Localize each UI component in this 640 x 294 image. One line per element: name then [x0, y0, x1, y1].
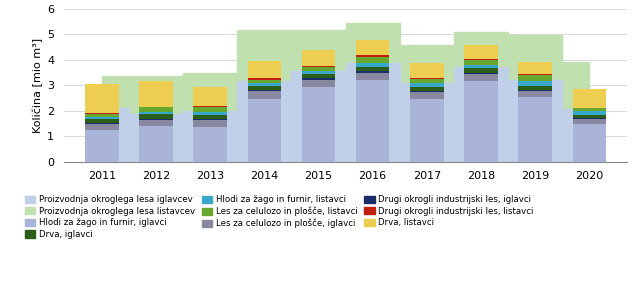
Bar — [518, 98, 552, 162]
Bar — [248, 78, 281, 80]
Bar — [518, 62, 552, 74]
Bar — [193, 86, 227, 106]
Bar — [140, 120, 173, 126]
Bar — [193, 126, 227, 162]
Bar — [410, 98, 444, 162]
Bar — [301, 87, 335, 162]
Bar — [573, 111, 606, 115]
Bar — [410, 78, 444, 79]
Bar — [193, 115, 227, 119]
Bar — [356, 40, 390, 56]
Bar — [356, 80, 390, 162]
Bar — [193, 112, 227, 115]
Bar — [301, 66, 335, 67]
Bar — [301, 67, 335, 71]
Bar — [464, 69, 498, 73]
Bar — [85, 117, 118, 119]
Bar — [193, 120, 227, 126]
Bar — [410, 83, 444, 86]
Bar — [248, 86, 281, 90]
Bar — [518, 91, 552, 98]
Bar — [356, 67, 390, 71]
Bar — [356, 57, 390, 63]
Bar — [410, 92, 444, 98]
Bar — [573, 108, 606, 111]
Bar — [140, 107, 173, 112]
Bar — [248, 61, 281, 78]
Bar — [410, 91, 444, 92]
Bar — [410, 86, 444, 91]
Bar — [248, 80, 281, 83]
Legend: Proizvodnja okroglega lesa iglavcev, Proizvodnja okroglega lesa listavcev, Hlodi: Proizvodnja okroglega lesa iglavcev, Pro… — [23, 193, 535, 241]
Bar — [356, 71, 390, 73]
Bar — [301, 80, 335, 87]
Bar — [193, 119, 227, 120]
Bar — [140, 81, 173, 107]
Bar — [518, 90, 552, 91]
Bar — [356, 56, 390, 57]
Bar — [464, 81, 498, 162]
Y-axis label: Količina [mio m³]: Količina [mio m³] — [33, 38, 43, 133]
Bar — [573, 119, 606, 124]
Bar — [140, 126, 173, 162]
Bar — [248, 98, 281, 162]
Bar — [518, 75, 552, 81]
Bar — [464, 65, 498, 69]
Bar — [85, 119, 118, 123]
Bar — [85, 123, 118, 124]
Bar — [193, 107, 227, 112]
Bar — [464, 74, 498, 81]
Bar — [356, 63, 390, 67]
Bar — [464, 73, 498, 74]
Bar — [518, 81, 552, 86]
Bar — [573, 124, 606, 162]
Bar — [140, 114, 173, 119]
Bar — [301, 74, 335, 78]
Bar — [140, 119, 173, 120]
Bar — [464, 59, 498, 60]
Bar — [85, 84, 118, 113]
Bar — [301, 71, 335, 74]
Bar — [464, 45, 498, 59]
Bar — [464, 60, 498, 65]
Bar — [140, 112, 173, 114]
Bar — [518, 74, 552, 75]
Bar — [248, 91, 281, 98]
Bar — [301, 50, 335, 66]
Bar — [518, 86, 552, 90]
Bar — [85, 124, 118, 130]
Bar — [301, 78, 335, 80]
Bar — [85, 130, 118, 162]
Bar — [248, 90, 281, 91]
Bar — [410, 79, 444, 83]
Bar — [573, 118, 606, 119]
Bar — [85, 113, 118, 117]
Bar — [193, 106, 227, 107]
Bar — [573, 89, 606, 108]
Bar — [356, 73, 390, 80]
Bar — [573, 115, 606, 118]
Bar — [410, 63, 444, 78]
Bar — [248, 83, 281, 86]
